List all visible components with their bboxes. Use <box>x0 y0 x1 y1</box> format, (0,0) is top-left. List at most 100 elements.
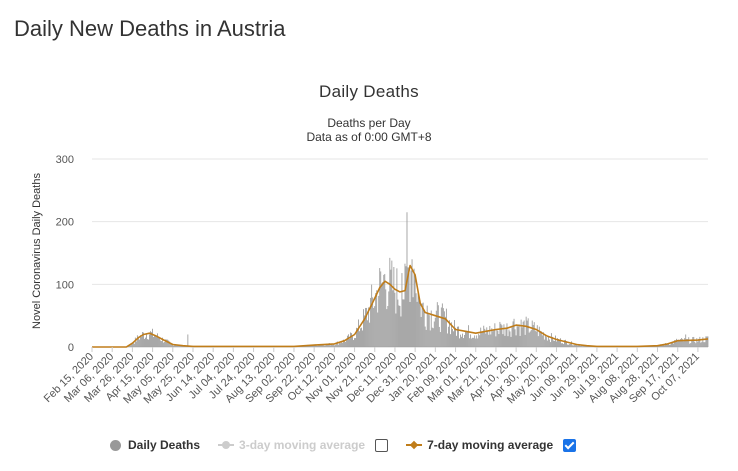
daily-death-bar <box>176 345 178 347</box>
daily-death-bar <box>492 331 494 347</box>
daily-death-bar <box>325 343 327 347</box>
daily-death-bar <box>368 307 370 347</box>
daily-death-bar <box>344 341 346 347</box>
daily-death-bar <box>456 335 457 347</box>
daily-death-bar <box>376 290 378 347</box>
daily-death-bar <box>448 320 450 347</box>
daily-death-bar <box>704 342 706 347</box>
daily-death-bar <box>403 299 405 347</box>
legend-3-day-marker <box>218 441 235 449</box>
daily-death-bar <box>169 341 171 347</box>
daily-death-bar <box>364 315 366 347</box>
daily-death-bar <box>522 321 524 347</box>
legend-7-day-average[interactable]: 7-day moving average <box>406 438 577 452</box>
daily-death-bar <box>669 344 670 347</box>
chart-title: Daily Deaths <box>319 82 419 101</box>
daily-death-bar <box>431 327 433 347</box>
daily-death-bar <box>668 343 669 347</box>
daily-death-bar <box>366 307 368 347</box>
daily-death-bar <box>705 336 707 347</box>
daily-death-bar <box>541 335 543 347</box>
daily-death-bar <box>468 325 470 347</box>
daily-death-bar <box>129 345 131 347</box>
daily-death-bar <box>534 330 536 347</box>
daily-death-bar <box>570 343 572 347</box>
daily-death-bar <box>370 297 372 347</box>
daily-death-bar <box>571 341 573 347</box>
daily-death-bar <box>337 344 339 347</box>
daily-death-bar <box>453 331 454 347</box>
daily-death-bar <box>381 283 383 347</box>
daily-death-bar <box>695 343 697 347</box>
daily-death-bar <box>311 345 313 347</box>
daily-death-bar <box>667 344 668 347</box>
daily-death-bar <box>187 334 189 347</box>
daily-death-bar <box>543 339 545 347</box>
daily-death-bar <box>535 331 537 347</box>
daily-death-bar <box>466 331 468 347</box>
daily-death-bar <box>402 299 404 347</box>
daily-death-bar <box>324 345 326 347</box>
daily-death-bar <box>527 318 529 347</box>
daily-death-bar <box>317 345 319 347</box>
daily-death-bar <box>158 337 160 347</box>
daily-death-bar <box>322 344 324 347</box>
daily-death-bar <box>138 339 140 347</box>
daily-death-bar <box>561 343 562 347</box>
legend-7-day-marker <box>406 440 423 450</box>
daily-death-bar <box>131 343 133 347</box>
daily-death-bar <box>373 307 375 347</box>
toggle-3-day-checkbox[interactable] <box>375 438 389 452</box>
daily-death-bar <box>165 339 167 347</box>
daily-death-bar <box>372 297 374 347</box>
daily-death-bar <box>539 330 541 347</box>
daily-death-bar <box>538 326 540 347</box>
daily-death-bar <box>573 345 575 347</box>
legend-daily-deaths[interactable]: Daily Deaths <box>110 438 200 452</box>
daily-death-bar <box>680 339 682 347</box>
daily-death-bar <box>524 334 526 347</box>
daily-death-bar <box>579 344 581 347</box>
daily-death-bar <box>164 341 166 347</box>
daily-death-bar <box>356 327 357 347</box>
daily-death-bar <box>694 341 696 347</box>
daily-death-bar <box>517 326 519 347</box>
daily-death-bar <box>175 345 177 347</box>
daily-death-bar <box>331 344 333 347</box>
daily-death-bar <box>135 341 137 347</box>
daily-death-bar <box>400 316 402 347</box>
chart-subtitle: Deaths per Day <box>327 116 411 130</box>
daily-death-bar <box>316 345 318 347</box>
daily-death-bar <box>446 333 448 347</box>
daily-death-bar <box>149 334 150 347</box>
daily-death-bar <box>341 342 343 347</box>
legend-daily-deaths-label: Daily Deaths <box>128 438 201 452</box>
daily-death-bar <box>706 336 708 347</box>
daily-death-bar <box>475 338 477 347</box>
daily-death-bar <box>390 269 392 347</box>
daily-death-bar <box>512 321 514 347</box>
toggle-7-day-checkbox[interactable] <box>563 438 577 452</box>
daily-death-bar <box>334 344 336 347</box>
daily-death-bar <box>375 293 377 347</box>
daily-death-bar <box>469 338 471 347</box>
legend-3-day-average[interactable]: 3-day moving average <box>218 438 389 452</box>
daily-death-bar <box>159 338 161 347</box>
daily-death-bar <box>494 323 496 347</box>
daily-death-bar <box>652 346 654 347</box>
daily-death-bar <box>147 339 148 347</box>
daily-death-bar <box>506 323 508 347</box>
daily-death-bar <box>422 302 424 347</box>
daily-death-bar <box>536 325 538 347</box>
daily-death-bar <box>447 326 449 347</box>
daily-death-bar <box>365 307 367 347</box>
daily-death-bar <box>351 333 352 347</box>
daily-death-bar <box>145 337 146 347</box>
daily-death-bar <box>353 340 354 347</box>
daily-death-bar <box>411 259 413 347</box>
daily-death-bar <box>349 338 350 347</box>
daily-death-bar <box>133 343 135 347</box>
daily-death-bar <box>556 341 557 347</box>
daily-death-bar <box>657 346 658 347</box>
daily-death-bar <box>435 310 437 347</box>
